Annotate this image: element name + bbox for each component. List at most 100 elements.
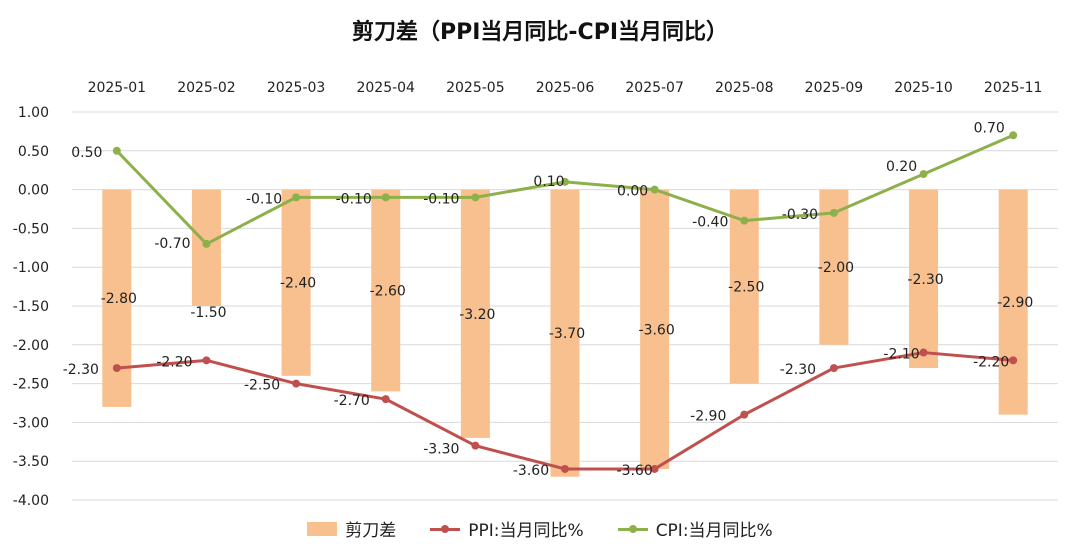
y-tick-label: -4.00	[13, 493, 49, 509]
y-tick-label: -2.50	[13, 377, 49, 393]
series-point	[112, 364, 121, 373]
data-labels: -2.80 -1.50 -2.40 -2.60 -3.20 -3.70 -3.60 -2.50…	[63, 120, 1034, 479]
legend-item-scissors: 剪刀差	[307, 516, 396, 541]
data-label: 0.50	[71, 145, 102, 161]
x-tick-label: 2025-04	[356, 80, 415, 96]
series-point	[292, 193, 301, 202]
series-point	[919, 170, 928, 179]
legend-label-cpi: CPI:当月同比%	[655, 521, 773, 541]
data-label: -3.60	[639, 322, 675, 338]
y-tick-label: 1.00	[18, 105, 49, 121]
x-axis-ticks: 2025-01 2025-02 2025-03 2025-04 2025-05 2025-…	[88, 80, 1043, 96]
series-point	[1009, 131, 1018, 140]
data-label: -3.20	[459, 307, 495, 323]
data-label: 0.00	[617, 184, 648, 200]
y-tick-label: -2.00	[13, 338, 49, 354]
series-point	[561, 464, 569, 473]
legend-label-scissors: 剪刀差	[345, 521, 397, 541]
data-label: -2.10	[883, 347, 919, 363]
series-point	[202, 239, 211, 248]
data-label: -2.80	[101, 291, 137, 307]
data-label: -3.60	[513, 463, 549, 479]
data-label: -2.50	[244, 378, 280, 394]
x-tick-label: 2025-06	[536, 80, 595, 96]
data-label: -2.90	[690, 409, 726, 425]
legend-item-ppi: PPI:当月同比%	[430, 516, 584, 541]
series-point	[471, 441, 480, 450]
series-point	[112, 146, 121, 155]
legend: 剪刀差 PPI:当月同比% CPI:当月同比%	[0, 516, 1080, 541]
x-tick-label: 2025-11	[984, 80, 1043, 96]
bar	[281, 189, 311, 376]
data-label: -2.90	[997, 295, 1033, 311]
x-tick-label: 2025-10	[894, 80, 953, 96]
data-label: -3.70	[549, 326, 585, 342]
data-label: 0.10	[533, 174, 564, 190]
data-label: -0.10	[246, 191, 282, 207]
data-label: -3.30	[423, 442, 459, 458]
data-label: -0.10	[336, 191, 372, 207]
bar	[640, 189, 670, 469]
series-point	[829, 208, 838, 217]
series-point	[740, 410, 749, 419]
y-tick-label: 0.50	[18, 144, 49, 160]
series-point	[650, 464, 659, 473]
data-label: -2.40	[280, 276, 316, 292]
data-label: -2.00	[818, 260, 854, 276]
data-label: -1.50	[190, 305, 226, 321]
series-point	[471, 193, 480, 202]
data-label: -0.70	[154, 236, 190, 252]
x-tick-label: 2025-01	[88, 80, 147, 96]
series-point	[381, 395, 390, 404]
series-point	[202, 356, 211, 365]
legend-swatch-ppi	[430, 522, 461, 536]
data-label: -0.30	[782, 207, 818, 223]
data-label: -2.20	[973, 354, 1009, 370]
data-label: -0.40	[692, 215, 728, 231]
x-tick-label: 2025-07	[625, 80, 684, 96]
legend-swatch-cpi	[617, 522, 648, 536]
series-point	[292, 379, 301, 388]
data-label: -2.70	[334, 393, 370, 409]
data-label: -2.30	[780, 362, 816, 378]
x-tick-label: 2025-08	[715, 80, 774, 96]
x-tick-label: 2025-02	[177, 80, 236, 96]
y-tick-label: 0.00	[18, 183, 49, 199]
series-point	[829, 364, 838, 373]
series-point	[650, 185, 659, 194]
legend-label-ppi: PPI:当月同比%	[468, 521, 584, 541]
data-label: -2.60	[370, 283, 406, 299]
y-tick-label: -3.50	[13, 454, 49, 470]
bar	[371, 189, 401, 392]
x-tick-label: 2025-05	[446, 80, 505, 96]
legend-item-cpi: CPI:当月同比%	[617, 516, 773, 541]
data-label: -2.50	[728, 280, 764, 296]
series-point	[919, 348, 928, 357]
series-point	[381, 193, 390, 202]
data-label: -3.60	[617, 463, 653, 479]
chart-title: 剪刀差（PPI当月同比-CPI当月同比）	[351, 20, 729, 45]
chart-area: 1.00 0.50 0.00 -0.50 -1.00 -1.50 -2.00 -2.50 -3.…	[13, 80, 1058, 509]
bar	[460, 189, 490, 438]
data-label: 0.20	[886, 159, 917, 175]
y-axis-ticks: 1.00 0.50 0.00 -0.50 -1.00 -1.50 -2.00 -2.50 -3.…	[13, 105, 49, 509]
bar	[998, 189, 1028, 415]
series-point	[561, 177, 569, 186]
series-point	[740, 216, 749, 225]
x-tick-label: 2025-03	[267, 80, 326, 96]
line-series	[112, 131, 1018, 473]
bar	[550, 189, 580, 477]
data-label: -2.20	[156, 354, 192, 370]
data-label: -2.30	[907, 272, 943, 288]
data-label: 0.70	[974, 120, 1005, 136]
y-tick-label: -0.50	[13, 221, 49, 237]
series-point	[1009, 356, 1018, 365]
data-label: -0.10	[423, 191, 459, 207]
y-tick-label: -3.00	[13, 415, 49, 431]
y-tick-label: -1.00	[13, 260, 49, 276]
bar-series	[102, 189, 1028, 477]
legend-swatch-scissors	[307, 521, 338, 536]
bar	[909, 189, 939, 369]
x-tick-label: 2025-09	[805, 80, 864, 96]
data-label: -2.30	[63, 362, 99, 378]
